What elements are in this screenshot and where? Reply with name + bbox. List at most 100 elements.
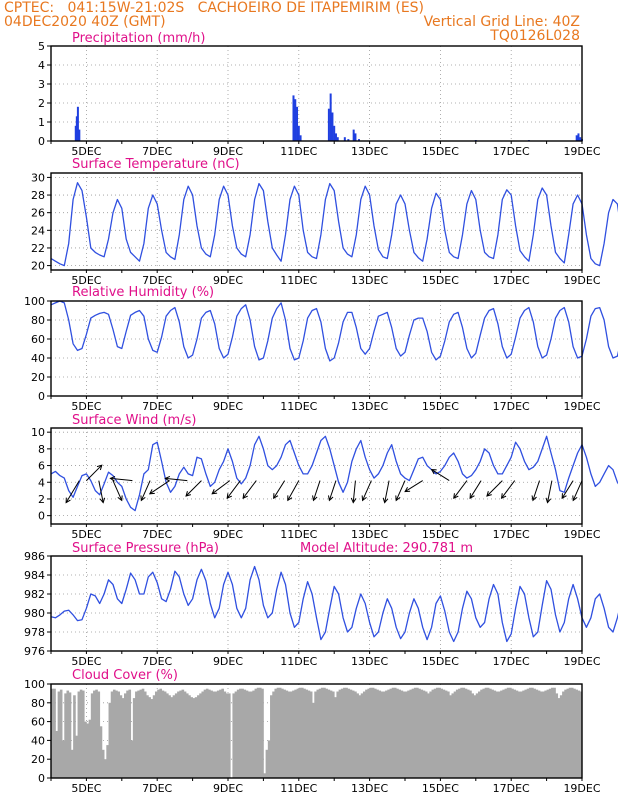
cloud-bar — [471, 693, 474, 778]
wind-arrow — [384, 480, 390, 503]
cloud-bar — [340, 688, 344, 778]
cloud-bar — [331, 691, 335, 778]
x-tick-label: 17DEC — [493, 528, 530, 541]
cloud-bar — [323, 687, 326, 778]
y-tick-label: 4 — [38, 476, 45, 489]
wind-arrowhead — [453, 493, 459, 500]
panel-3: Surface Wind (m/s) 0 2 4 6 8 10 5DEC 7DEC 9DEC 11D… — [31, 413, 618, 541]
cloud-bar — [520, 691, 523, 778]
x-tick-label: 7DEC — [142, 655, 172, 668]
wind-arrow — [328, 480, 337, 501]
cloud-bar — [531, 687, 534, 778]
cloud-bar — [77, 691, 81, 778]
y-tick-label: 10 — [31, 426, 45, 439]
y-tick-label: 0 — [38, 510, 45, 523]
y-tick-label: 0 — [38, 390, 45, 403]
cloud-bar — [318, 688, 322, 778]
wind-arrowhead — [226, 493, 232, 500]
cloud-bar — [99, 726, 103, 778]
cloud-bar — [301, 687, 304, 778]
cloud-bar — [287, 691, 291, 778]
panel-1: Surface Temperature (nC) 20 22 24 26 28 30 5DEC… — [31, 157, 618, 287]
cloud-bar — [362, 691, 366, 778]
cloud-bar — [95, 689, 98, 778]
y-tick-label: 5 — [38, 40, 45, 53]
cloud-bar — [188, 695, 191, 778]
wind-arrow — [395, 480, 406, 501]
cloud-bar — [179, 690, 182, 778]
wind-arrow — [185, 480, 202, 497]
wind-arrow — [501, 480, 516, 499]
x-tick-label: 5DEC — [71, 782, 101, 795]
plot-frame — [50, 300, 583, 397]
x-tick-label: 19DEC — [563, 274, 600, 287]
wind-arrowhead — [140, 495, 146, 502]
y-tick-label: 3 — [38, 78, 45, 91]
precip-bar — [347, 139, 350, 141]
cloud-bar — [135, 691, 138, 778]
cloud-bar — [336, 691, 340, 778]
cloud-bar — [517, 691, 521, 778]
cloud-bar — [542, 691, 545, 778]
cloud-bar — [303, 688, 306, 778]
cloud-bar — [320, 687, 324, 778]
x-tick-label: 17DEC — [493, 782, 530, 795]
x-tick-label: 9DEC — [213, 400, 243, 413]
y-tick-label: 22 — [31, 242, 45, 255]
cloud-bar — [356, 693, 359, 778]
cloud-bar — [347, 688, 351, 778]
wind-arrow — [287, 480, 300, 501]
cloud-bar — [126, 690, 129, 778]
cloud-bar — [108, 702, 112, 778]
cloud-bar — [449, 695, 452, 778]
cloud-bar — [371, 687, 375, 778]
cloud-bar — [380, 691, 384, 778]
cloud-bar — [276, 687, 280, 778]
cloud-bar — [562, 691, 565, 778]
cloud-bar — [203, 689, 207, 778]
cloud-bar — [241, 688, 244, 778]
y-tick-label: 28 — [31, 189, 45, 202]
y-tick-label: 6 — [38, 460, 45, 473]
cloud-bar — [405, 691, 408, 778]
cloud-bar — [68, 692, 72, 778]
x-tick-label: 13DEC — [351, 782, 388, 795]
wind-arrowhead — [500, 493, 507, 500]
cloud-bar — [267, 740, 271, 778]
cloud-bar — [172, 695, 176, 778]
cloud-bar — [141, 688, 145, 778]
x-tick-label: 7DEC — [142, 400, 172, 413]
cloud-bar — [64, 693, 67, 778]
cloud-bar — [367, 688, 370, 778]
cloud-bar — [57, 691, 61, 778]
cloud-bar — [296, 688, 300, 778]
y-tick-label: 80 — [31, 697, 45, 710]
cloud-bar — [486, 687, 490, 778]
y-tick-label: 1 — [38, 116, 45, 129]
cloud-bar — [285, 690, 289, 778]
cloud-bar — [252, 690, 255, 778]
cloud-bar — [551, 687, 554, 778]
x-tick-label: 15DEC — [422, 400, 459, 413]
wind-arrowhead — [65, 497, 71, 504]
cloud-bar — [422, 690, 426, 778]
cloud-bar — [374, 688, 377, 778]
cloud-bar — [239, 688, 242, 778]
cloud-bar — [130, 740, 134, 778]
cloud-bar — [546, 689, 550, 778]
cloud-bar — [327, 689, 331, 778]
cloud-bar — [132, 698, 136, 778]
x-tick-label: 19DEC — [563, 528, 600, 541]
wind-arrow — [242, 480, 257, 499]
cloud-bar — [84, 721, 87, 778]
cloud-bar — [157, 689, 160, 778]
cloud-bar — [210, 690, 213, 778]
cloud-bar — [393, 687, 397, 778]
cloud-bar — [236, 689, 240, 778]
wind-arrow — [112, 480, 123, 501]
wind-arrowhead — [117, 495, 123, 502]
wind-arrow — [561, 480, 574, 499]
cloud-bar — [433, 688, 437, 778]
cloud-bar — [453, 691, 457, 778]
